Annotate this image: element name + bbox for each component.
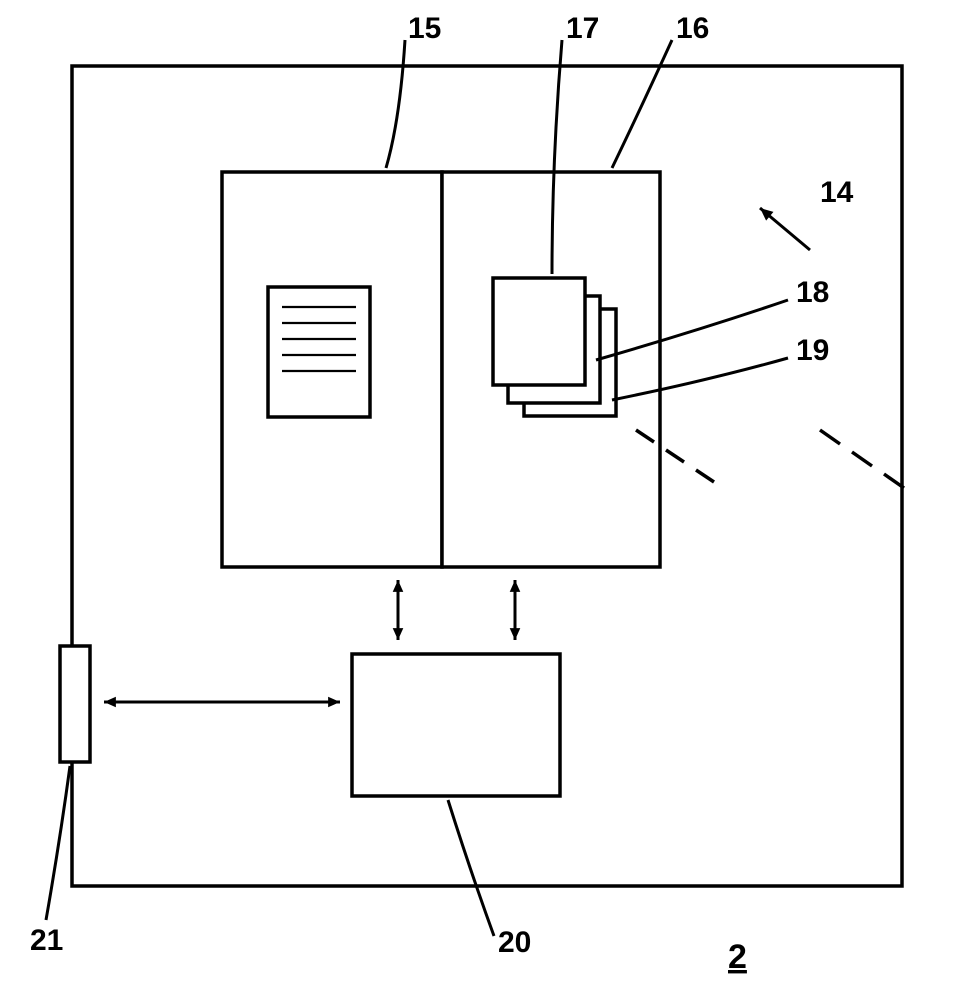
figure-number: 2	[728, 938, 747, 976]
label-14: 14	[820, 176, 854, 209]
port-21	[60, 646, 90, 762]
label-21: 21	[30, 924, 63, 957]
label-16: 16	[676, 12, 709, 45]
label-15: 15	[408, 12, 441, 45]
leader-21	[46, 766, 70, 920]
cpu-20	[352, 654, 560, 796]
diagram-canvas: 14 15 16 17 18 19 20 21 2	[0, 0, 966, 1000]
label-17: 17	[566, 12, 599, 45]
label-19: 19	[796, 334, 829, 367]
label-18: 18	[796, 276, 829, 309]
card-front-17	[493, 278, 585, 385]
label-20: 20	[498, 926, 531, 959]
